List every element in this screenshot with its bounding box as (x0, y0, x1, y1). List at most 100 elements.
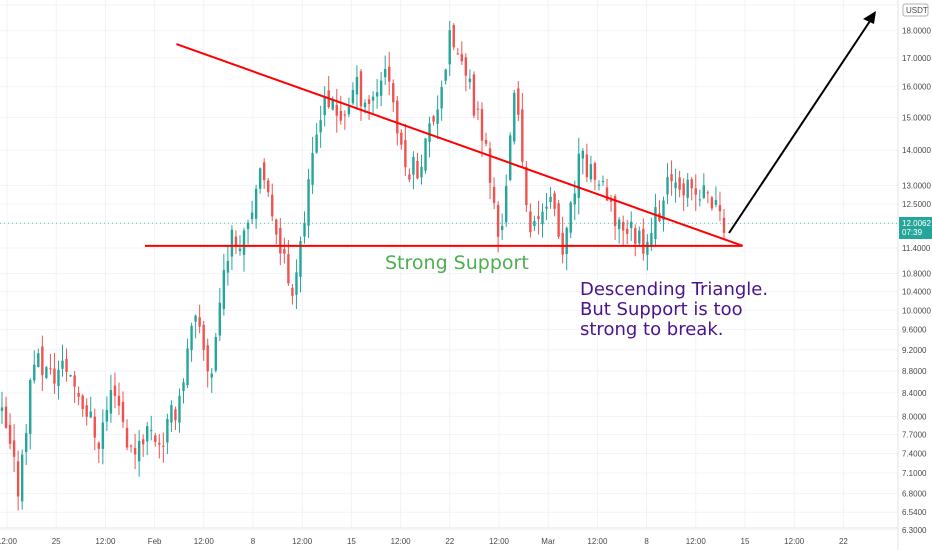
candle-body (428, 123, 431, 142)
candle-body (105, 409, 109, 422)
candle-body (113, 385, 117, 396)
candle-body (666, 177, 669, 195)
candle-body (351, 90, 355, 104)
candle-body (279, 227, 282, 254)
candle-body (250, 212, 254, 220)
candle-body (77, 392, 80, 397)
candle-body (517, 88, 520, 115)
candle-body (20, 454, 24, 502)
candle-body (662, 200, 665, 221)
candle-body (412, 156, 415, 175)
candle-body (383, 69, 387, 78)
x-tick-label: 12:00 (587, 537, 608, 546)
candle-body (61, 360, 64, 369)
candle-body (404, 140, 407, 168)
candle-body (57, 369, 60, 387)
candle-body (650, 232, 653, 245)
candle-body (456, 53, 459, 55)
candle-body (581, 150, 585, 159)
chart-grid (0, 0, 898, 531)
candle-body (222, 270, 226, 309)
candle-body (416, 160, 419, 179)
candle-body (315, 134, 318, 153)
last-price-countdown: 07:39 (902, 228, 923, 237)
candle-body (218, 302, 222, 336)
candle-body (585, 154, 589, 178)
candle-body (529, 211, 532, 233)
note-line-2: But Support is too (580, 299, 743, 320)
candle-body (73, 375, 76, 387)
y-tick-label: 7.1000 (902, 469, 927, 478)
candle-body (460, 54, 464, 62)
candle-body (133, 447, 137, 455)
candle-body (525, 166, 528, 206)
candle-body (573, 193, 576, 205)
note-line-1: Descending Triangle. (580, 279, 768, 300)
candle-body (335, 104, 338, 116)
candle-body (190, 325, 193, 351)
candle-body (625, 228, 629, 234)
last-price-value: 12.0062 (902, 219, 931, 228)
candle-body (392, 83, 395, 103)
candle-body (472, 74, 476, 116)
candle-body (206, 345, 209, 372)
candle-body (496, 204, 500, 237)
candle-body (718, 205, 722, 212)
candle-body (41, 346, 44, 376)
currency-badge: USDT (906, 6, 928, 15)
candle-body (654, 207, 657, 240)
candle-body (29, 380, 32, 435)
candle-body (638, 230, 641, 244)
candle-body (375, 92, 379, 97)
candle-body (702, 185, 706, 198)
candle-body (605, 187, 609, 201)
y-tick-label: 11.4000 (902, 244, 931, 253)
candle-body (359, 71, 363, 107)
y-tick-label: 9.2000 (902, 346, 927, 355)
candle-body (25, 433, 28, 453)
time-axis[interactable]: 12:00 25 12:00 Feb 12:00 8 12:00 15 12:00 22 12:00… (0, 527, 898, 546)
x-tick-label: 12:00 (0, 537, 18, 546)
candle-body (69, 374, 72, 377)
x-tick-label: 22 (839, 537, 848, 546)
candle-body (630, 221, 633, 229)
price-axis[interactable]: 6.3000 6.5400 6.8000 7.1000 7.4000 7.7000 8.00… (897, 0, 931, 550)
y-tick-label: 9.6000 (902, 326, 927, 335)
candle-body (12, 440, 16, 457)
candle-body (198, 317, 201, 327)
candle-body (141, 439, 145, 445)
candle-body (303, 222, 306, 237)
candle-body (8, 424, 12, 444)
candle-body (363, 102, 367, 108)
candle-body (170, 405, 173, 423)
y-tick-label: 8.0000 (902, 412, 927, 421)
drawing-overlays (0, 11, 898, 247)
candle-body (258, 168, 262, 189)
candle-body (698, 199, 701, 201)
y-tick-label: 7.7000 (902, 431, 927, 440)
candle-body (295, 272, 298, 295)
candle-body (194, 315, 197, 322)
y-tick-label: 10.0000 (902, 306, 931, 315)
x-tick-label: 12:00 (784, 537, 805, 546)
candle-body (678, 177, 681, 190)
y-tick-label: 6.3000 (902, 526, 927, 535)
candle-body (49, 368, 52, 370)
candle-body (694, 188, 697, 195)
candle-body (557, 203, 560, 237)
candle-body (323, 97, 326, 116)
candle-body (565, 227, 568, 255)
candle-body (367, 99, 371, 104)
candle-body (234, 236, 238, 246)
candle-body (158, 442, 161, 445)
candle-body (162, 445, 165, 447)
candle-body (262, 162, 266, 181)
candle-body (109, 390, 113, 414)
candle-body (400, 132, 403, 145)
currency-badge-box[interactable] (902, 3, 929, 17)
candle-body (129, 445, 133, 447)
candle-body (117, 395, 121, 406)
x-tick-label: 12:00 (194, 537, 215, 546)
y-tick-label: 10.4000 (902, 288, 931, 297)
